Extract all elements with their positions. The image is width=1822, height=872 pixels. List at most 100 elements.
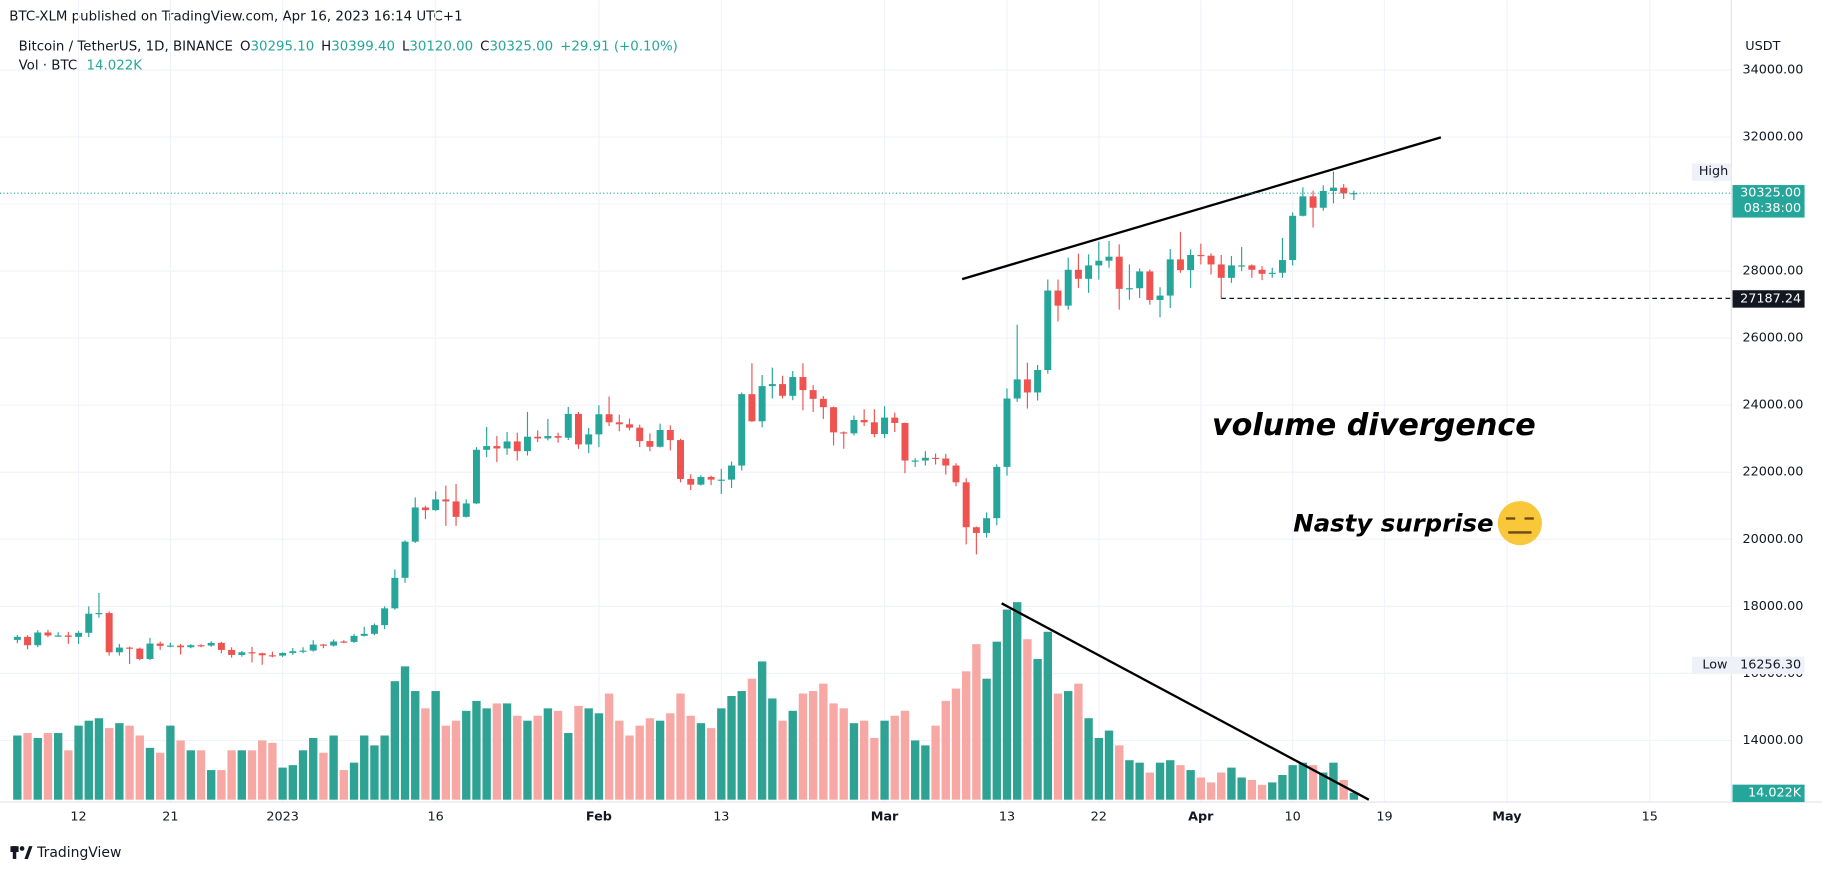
candle-body xyxy=(207,642,215,646)
candle-body xyxy=(830,407,838,433)
volume-bar xyxy=(788,710,797,800)
volume-bar xyxy=(247,750,257,800)
volume-bar xyxy=(1043,631,1052,800)
candle-body xyxy=(24,636,32,646)
candle-body xyxy=(585,434,593,445)
candle-body xyxy=(1217,264,1225,278)
x-tick-label: 13 xyxy=(713,810,729,825)
candle-body xyxy=(932,457,940,459)
candle-body xyxy=(1034,370,1042,393)
candle-body xyxy=(279,652,287,656)
candle-body xyxy=(95,613,103,615)
volume-bar xyxy=(1064,691,1073,800)
candle-body xyxy=(360,633,368,636)
volume-bar xyxy=(513,715,522,800)
candle-body xyxy=(942,458,950,466)
x-tick-label: Mar xyxy=(871,810,899,825)
volume-bar xyxy=(1023,639,1032,800)
candle-body xyxy=(738,394,746,466)
candle-body xyxy=(1268,272,1276,274)
volume-tag xyxy=(1732,784,1805,803)
volume-bar xyxy=(492,703,502,800)
x-tick-label: 10 xyxy=(1285,810,1301,825)
volume-bar xyxy=(319,752,328,800)
trendline-volume xyxy=(1001,602,1370,801)
candle-body xyxy=(472,449,480,504)
volume-bar xyxy=(84,720,93,800)
high-tag xyxy=(1691,163,1732,181)
volume-bar xyxy=(227,750,236,800)
volume-bar xyxy=(686,715,695,800)
candle-body xyxy=(401,541,409,578)
volume-bar xyxy=(1237,777,1246,800)
volume-bar xyxy=(1002,609,1012,800)
volume-bar xyxy=(74,725,83,800)
candle-body xyxy=(1227,265,1235,278)
candle-body xyxy=(166,645,174,647)
volume-bar xyxy=(1247,779,1257,800)
candle-body xyxy=(34,632,42,646)
volume-bar xyxy=(1206,782,1216,800)
volume-legend: Vol · BTC 14.022K xyxy=(19,58,144,73)
x-tick-label: 16 xyxy=(428,810,444,825)
low-value: 16256.30 xyxy=(1740,657,1801,672)
candle-body xyxy=(615,422,623,425)
candle-body xyxy=(911,460,919,462)
volume-bar xyxy=(972,644,981,800)
candle-body xyxy=(432,499,440,511)
volume-bar xyxy=(135,735,144,800)
volume-bar xyxy=(1074,683,1083,800)
y-tick-label: 26000.00 xyxy=(1742,331,1803,346)
emoji xyxy=(1497,501,1542,546)
volume-bar xyxy=(186,750,195,800)
x-tick-label: 22 xyxy=(1091,810,1107,825)
candle-body xyxy=(626,424,633,428)
candle-body xyxy=(289,651,297,653)
volume-bar xyxy=(339,770,349,800)
volume-bar xyxy=(278,767,287,800)
candle-body xyxy=(1003,398,1011,467)
candle-body xyxy=(503,441,511,449)
volume-bar xyxy=(472,700,481,800)
volume-bar xyxy=(880,720,889,800)
volume-bar xyxy=(390,681,400,800)
volume-bar xyxy=(1013,602,1022,800)
volume-bar xyxy=(564,733,573,800)
volume-bar xyxy=(666,713,675,800)
volume-bar xyxy=(594,713,604,800)
volume-value: 14.022K xyxy=(86,58,143,73)
volume-bar xyxy=(53,733,63,800)
candle-body xyxy=(534,436,542,439)
volume-bar xyxy=(104,728,114,800)
candle-body xyxy=(1095,260,1103,266)
volume-bar xyxy=(839,708,848,800)
y-tick-label: 22000.00 xyxy=(1742,465,1803,480)
candle-body xyxy=(391,577,399,609)
candle-body xyxy=(197,645,205,647)
volume-bar xyxy=(1319,772,1328,800)
candle-body xyxy=(687,478,695,485)
candle-body xyxy=(789,377,797,396)
volume-bar xyxy=(1308,765,1318,800)
candle-body xyxy=(44,632,52,636)
candle-body xyxy=(238,652,246,655)
candle-body xyxy=(1105,256,1113,261)
candle-body xyxy=(1125,288,1133,290)
volume-bar xyxy=(94,718,104,800)
volume-bar xyxy=(900,710,910,800)
volume-bar xyxy=(982,678,991,800)
y-tick-label: 34000.00 xyxy=(1742,62,1803,77)
candle-body xyxy=(483,446,491,450)
candle-body xyxy=(411,507,419,542)
candle-body xyxy=(728,465,736,480)
candle-body xyxy=(1248,265,1256,270)
candle-body xyxy=(381,608,389,626)
volume-bar xyxy=(502,703,512,800)
countdown: 08:38:00 xyxy=(1744,201,1801,216)
candle-body xyxy=(54,635,62,637)
volume-bar xyxy=(829,703,838,800)
ohlc-value: 30295.10 xyxy=(250,40,314,55)
candle-body xyxy=(258,653,266,656)
candle-body xyxy=(1329,187,1337,191)
